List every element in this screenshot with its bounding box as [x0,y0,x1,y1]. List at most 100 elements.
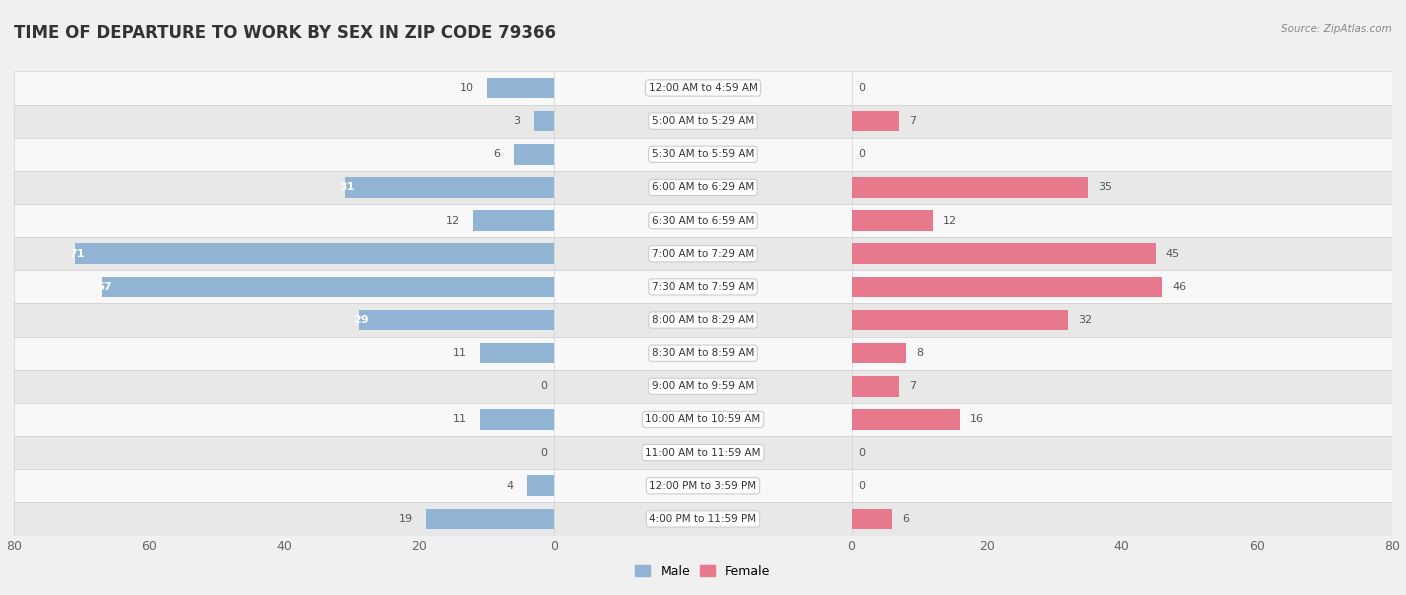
Text: 5:00 AM to 5:29 AM: 5:00 AM to 5:29 AM [652,116,754,126]
Text: 8:00 AM to 8:29 AM: 8:00 AM to 8:29 AM [652,315,754,325]
Bar [513,144,554,165]
Bar [14,337,554,369]
Bar [554,469,852,502]
Text: 12:00 AM to 4:59 AM: 12:00 AM to 4:59 AM [648,83,758,93]
Bar [14,71,554,105]
Bar [554,105,852,137]
Text: Source: ZipAtlas.com: Source: ZipAtlas.com [1281,24,1392,34]
Bar [14,469,554,502]
Bar [554,171,852,204]
Bar [852,210,932,231]
Legend: Male, Female: Male, Female [630,560,776,583]
Text: 10:00 AM to 10:59 AM: 10:00 AM to 10:59 AM [645,415,761,424]
Bar [14,105,554,137]
Bar [14,403,554,436]
Bar [554,436,852,469]
Bar [852,270,1392,303]
Text: 45: 45 [1166,249,1180,259]
Bar [852,237,1392,270]
Text: 9:00 AM to 9:59 AM: 9:00 AM to 9:59 AM [652,381,754,392]
Bar [554,502,852,536]
Bar [852,343,905,364]
Text: 6: 6 [494,149,501,159]
Text: 3: 3 [513,116,520,126]
Bar [554,137,852,171]
Bar [14,369,554,403]
Bar [344,177,554,198]
Text: 31: 31 [340,183,356,192]
Text: 12:00 PM to 3:59 PM: 12:00 PM to 3:59 PM [650,481,756,491]
Text: 0: 0 [541,381,548,392]
Bar [852,137,1392,171]
Text: 11:00 AM to 11:59 AM: 11:00 AM to 11:59 AM [645,447,761,458]
Text: 6:00 AM to 6:29 AM: 6:00 AM to 6:29 AM [652,183,754,192]
Bar [14,137,554,171]
Bar [14,237,554,270]
Bar [852,303,1392,337]
Bar [852,337,1392,369]
Bar [75,243,554,264]
Bar [527,475,554,496]
Bar [852,310,1067,330]
Bar [852,177,1088,198]
Bar [554,71,852,105]
Bar [14,502,554,536]
Text: 46: 46 [1173,282,1187,292]
Text: 16: 16 [970,415,984,424]
Bar [852,105,1392,137]
Bar [852,171,1392,204]
Bar [554,303,852,337]
Text: 67: 67 [97,282,112,292]
Bar [426,509,554,529]
Bar [852,403,1392,436]
Bar [554,204,852,237]
Bar [479,409,554,430]
Bar [14,171,554,204]
Bar [852,469,1392,502]
Text: 0: 0 [858,149,865,159]
Bar [359,310,554,330]
Text: 7:00 AM to 7:29 AM: 7:00 AM to 7:29 AM [652,249,754,259]
Text: 4:00 PM to 11:59 PM: 4:00 PM to 11:59 PM [650,514,756,524]
Text: 8: 8 [915,348,922,358]
Bar [101,277,554,297]
Bar [14,303,554,337]
Text: 0: 0 [541,447,548,458]
Bar [534,111,554,131]
Text: 7: 7 [910,116,917,126]
Bar [852,369,1392,403]
Bar [852,243,1156,264]
Bar [486,78,554,98]
Bar [554,237,852,270]
Bar [14,436,554,469]
Text: 11: 11 [453,348,467,358]
Bar [554,369,852,403]
Text: 32: 32 [1078,315,1092,325]
Bar [852,376,898,397]
Text: TIME OF DEPARTURE TO WORK BY SEX IN ZIP CODE 79366: TIME OF DEPARTURE TO WORK BY SEX IN ZIP … [14,24,555,42]
Bar [852,409,960,430]
Bar [852,436,1392,469]
Text: 29: 29 [353,315,368,325]
Text: 0: 0 [858,83,865,93]
Text: 7: 7 [910,381,917,392]
Text: 0: 0 [858,481,865,491]
Text: 8:30 AM to 8:59 AM: 8:30 AM to 8:59 AM [652,348,754,358]
Bar [852,111,898,131]
Bar [852,509,893,529]
Text: 10: 10 [460,83,474,93]
Text: 0: 0 [858,447,865,458]
Bar [554,337,852,369]
Text: 4: 4 [506,481,513,491]
Bar [852,71,1392,105]
Text: 7:30 AM to 7:59 AM: 7:30 AM to 7:59 AM [652,282,754,292]
Text: 6:30 AM to 6:59 AM: 6:30 AM to 6:59 AM [652,215,754,226]
Bar [554,270,852,303]
Text: 6: 6 [903,514,910,524]
Bar [474,210,554,231]
Bar [554,403,852,436]
Text: 71: 71 [69,249,84,259]
Text: 35: 35 [1098,183,1112,192]
Bar [14,270,554,303]
Text: 11: 11 [453,415,467,424]
